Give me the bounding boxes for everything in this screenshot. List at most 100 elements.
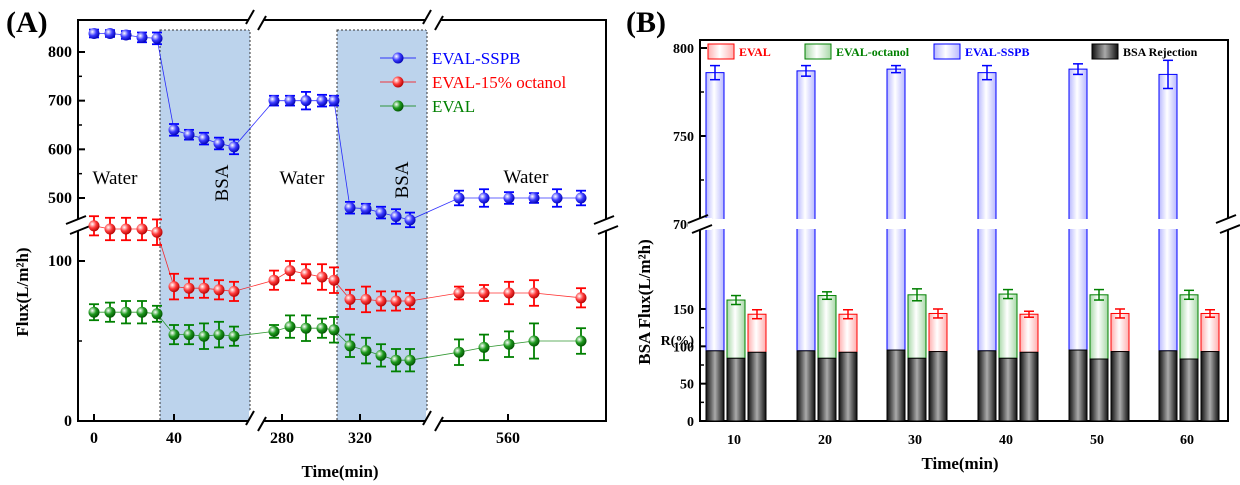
bar-bsa-rejection bbox=[726, 357, 746, 422]
x-tick-label: 10 bbox=[727, 433, 741, 448]
data-point-eval bbox=[375, 349, 387, 361]
y-break-right-slash bbox=[593, 215, 615, 225]
x-tick-label: 60 bbox=[1180, 433, 1194, 448]
data-point-sspb bbox=[344, 202, 356, 214]
data-point-eval bbox=[390, 354, 402, 366]
bar-bsa-rejection bbox=[838, 351, 858, 422]
bar-bsa-rejection bbox=[1089, 358, 1109, 422]
x-break-bottom-slash bbox=[434, 416, 444, 432]
bar-eval-sspb bbox=[977, 223, 997, 352]
legend-marker-octanol bbox=[392, 76, 404, 88]
y-break-band bbox=[701, 219, 1227, 229]
bar-eval-sspb bbox=[977, 72, 997, 225]
data-point-eval bbox=[88, 306, 100, 318]
data-point-sspb bbox=[551, 192, 563, 204]
data-point-octanol bbox=[183, 282, 195, 294]
x-tick-label: 40 bbox=[999, 433, 1013, 448]
data-point-eval bbox=[300, 322, 312, 334]
data-point-octanol bbox=[360, 293, 372, 305]
legend-label-bsa-rejection: BSA Rejection bbox=[1123, 45, 1198, 59]
data-point-sspb bbox=[404, 214, 416, 226]
bar-eval bbox=[1200, 312, 1220, 353]
y-tick-label: 750 bbox=[673, 130, 694, 145]
bar-bsa-rejection bbox=[928, 351, 948, 422]
bar-bsa-rejection bbox=[1110, 351, 1130, 422]
y-tick-label: 100 bbox=[48, 253, 72, 270]
x-tick-label: 280 bbox=[270, 430, 294, 447]
bar-bsa-rejection bbox=[796, 350, 816, 422]
y-break-left-gap bbox=[66, 219, 90, 231]
x-break-top-slash bbox=[434, 15, 444, 31]
data-point-octanol bbox=[136, 223, 148, 235]
data-point-sspb bbox=[198, 133, 210, 145]
data-point-octanol bbox=[404, 295, 416, 307]
legend-label-eval-sspb: EVAL-SSPB bbox=[965, 45, 1029, 59]
data-point-sspb bbox=[300, 95, 312, 107]
y-break-left-slash bbox=[65, 215, 87, 225]
data-point-eval bbox=[104, 306, 116, 318]
y-break-left-gap bbox=[688, 218, 712, 230]
data-point-sspb bbox=[478, 192, 490, 204]
bar-eval-sspb bbox=[886, 223, 906, 351]
data-point-eval bbox=[453, 346, 465, 358]
data-point-sspb bbox=[503, 192, 515, 204]
data-point-sspb bbox=[213, 137, 225, 149]
data-point-eval bbox=[503, 338, 515, 350]
bar-eval-octanol bbox=[726, 299, 746, 359]
bar-bsa-rejection bbox=[977, 350, 997, 422]
panel-b-label: (B) bbox=[626, 6, 666, 39]
x-axis-title: Time(min) bbox=[301, 462, 378, 481]
data-point-octanol bbox=[344, 293, 356, 305]
bar-bsa-rejection bbox=[886, 349, 906, 422]
region-annotation: Water bbox=[504, 167, 550, 188]
legend-marker-eval bbox=[392, 100, 404, 112]
bar-bsa-rejection bbox=[1179, 358, 1199, 422]
x-tick-label: 20 bbox=[818, 433, 832, 448]
data-point-sspb bbox=[528, 192, 540, 204]
data-point-sspb bbox=[228, 141, 240, 153]
data-point-eval bbox=[183, 329, 195, 341]
data-point-sspb bbox=[168, 124, 180, 136]
legend-label-eval: EVAL bbox=[739, 45, 771, 59]
data-point-eval bbox=[328, 324, 340, 336]
y-break-right-slash bbox=[1219, 224, 1240, 234]
y-axis-title: Flux(L/m²h) bbox=[13, 247, 32, 336]
legend-swatch-bsa-rejection bbox=[1091, 43, 1119, 60]
data-point-sspb bbox=[88, 27, 100, 39]
bar-bsa-rejection bbox=[705, 350, 725, 422]
y-tick-label: 500 bbox=[48, 190, 72, 207]
data-point-octanol bbox=[390, 295, 402, 307]
data-point-octanol bbox=[575, 292, 587, 304]
data-point-octanol bbox=[503, 287, 515, 299]
data-point-sspb bbox=[183, 129, 195, 141]
region-annotation: BSA bbox=[212, 164, 233, 201]
bar-eval-sspb bbox=[1158, 73, 1178, 225]
data-point-sspb bbox=[453, 192, 465, 204]
data-point-eval bbox=[198, 330, 210, 342]
x-tick-label: 0 bbox=[90, 430, 98, 447]
legend-marker-sspb bbox=[392, 52, 404, 64]
data-point-eval bbox=[575, 335, 587, 347]
x-break-bottom-slash bbox=[422, 410, 432, 426]
x-axis-title: Time(min) bbox=[921, 454, 998, 473]
data-point-octanol bbox=[284, 265, 296, 277]
data-point-sspb bbox=[284, 95, 296, 107]
x-break-bottom-gap bbox=[426, 411, 440, 431]
bar-bsa-rejection bbox=[1158, 350, 1178, 422]
x-tick-label: 320 bbox=[348, 430, 372, 447]
x-break-bottom-slash bbox=[257, 416, 267, 432]
data-point-octanol bbox=[528, 287, 540, 299]
data-point-eval bbox=[478, 341, 490, 353]
bar-bsa-rejection bbox=[1068, 349, 1088, 422]
bar-eval-sspb bbox=[705, 72, 725, 225]
region-annotation: BSA bbox=[392, 161, 413, 198]
panel-a: 500 600 700 800 0 100 0 40 280 320 560 Time(min) Flu… bbox=[13, 9, 619, 481]
bar-eval-sspb bbox=[796, 223, 816, 352]
y-break-left-slash bbox=[691, 224, 713, 234]
data-point-eval bbox=[228, 330, 240, 342]
bar-eval-sspb bbox=[886, 68, 906, 225]
y-axis-title: BSA Flux(L/m²h) bbox=[635, 239, 654, 365]
region-annotation: Water bbox=[93, 168, 139, 189]
data-point-octanol bbox=[375, 295, 387, 307]
